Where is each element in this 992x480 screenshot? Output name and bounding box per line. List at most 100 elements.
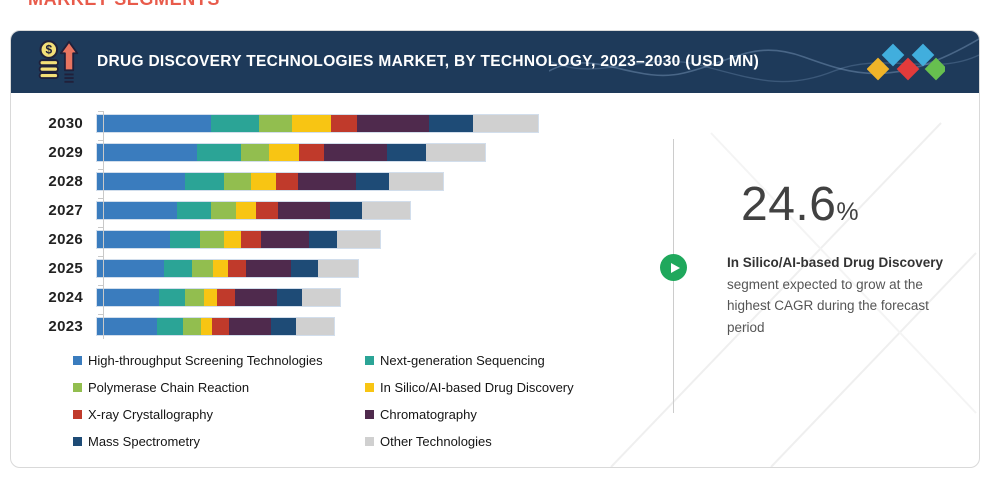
bar-segment	[212, 260, 228, 277]
plot-area	[97, 115, 539, 132]
legend-swatch	[365, 383, 374, 392]
legend-label: Other Technologies	[380, 434, 492, 449]
year-label: 2026	[48, 231, 83, 248]
bar-segment	[228, 318, 271, 335]
bar-segment	[97, 289, 160, 306]
bar-segment	[297, 173, 357, 190]
bar-segment	[268, 144, 299, 161]
chart-legend: High-throughput Screening Technologies Ne…	[73, 351, 645, 451]
legend-swatch	[365, 437, 374, 446]
bar-segment	[472, 115, 539, 132]
bar-segment	[357, 115, 429, 132]
cagr-highlight: 24.6% In Silico/AI-based Drug Discovery …	[727, 177, 977, 338]
bar-segment	[275, 173, 298, 190]
bar-segment	[183, 318, 202, 335]
legend-item: In Silico/AI-based Drug Discovery	[365, 378, 645, 397]
cagr-note: In Silico/AI-based Drug Discovery segmen…	[727, 252, 945, 338]
bar-segment	[234, 289, 277, 306]
chart-row: 2023	[21, 312, 538, 341]
chart-row: 2029	[21, 138, 538, 167]
bar-segment	[290, 260, 318, 277]
infographic-card: $ DRUG DISCOVERY TECHNOLOGIES MARKET, BY…	[10, 30, 980, 468]
card-header: $ DRUG DISCOVERY TECHNOLOGIES MARKET, BY…	[11, 31, 979, 93]
bar-segment	[192, 260, 213, 277]
legend-swatch	[365, 356, 374, 365]
bar-segment	[240, 144, 269, 161]
bar-segment	[276, 289, 302, 306]
bar-segment	[97, 144, 198, 161]
bar-segment	[331, 115, 358, 132]
plot-area	[97, 289, 538, 306]
cagr-note-text: segment expected to grow at the highest …	[727, 276, 929, 335]
bar-segment	[97, 260, 165, 277]
year-label: 2030	[48, 115, 83, 132]
bar-segment	[428, 115, 473, 132]
chart-row: 2030	[21, 109, 539, 138]
plot-area	[97, 260, 538, 277]
stacked-bar	[97, 231, 381, 248]
bar-segment	[97, 231, 171, 248]
legend-label: In Silico/AI-based Drug Discovery	[380, 380, 574, 395]
legend-item: Mass Spectrometry	[73, 432, 365, 451]
bar-segment	[210, 202, 236, 219]
bar-segment	[317, 260, 359, 277]
bar-segment	[240, 231, 261, 248]
legend-label: Chromatography	[380, 407, 477, 422]
bar-segment	[223, 173, 251, 190]
bar-segment	[157, 318, 184, 335]
bar-segment	[185, 289, 205, 306]
play-icon	[670, 262, 680, 273]
chart-row: 2026	[21, 225, 538, 254]
bar-segment	[97, 173, 186, 190]
plot-area	[97, 144, 538, 161]
bar-segment	[245, 260, 291, 277]
bar-segment	[330, 202, 363, 219]
year-label: 2023	[48, 318, 83, 335]
bar-segment	[308, 231, 338, 248]
bar-segment	[426, 144, 485, 161]
stacked-bar	[97, 202, 411, 219]
bar-segment	[270, 318, 296, 335]
year-label: 2028	[48, 173, 83, 190]
legend-swatch	[365, 410, 374, 419]
bar-segment	[210, 115, 259, 132]
plot-area	[97, 173, 538, 190]
legend-item: Chromatography	[365, 405, 645, 424]
plot-area	[97, 202, 538, 219]
year-label: 2029	[48, 144, 83, 161]
bar-segment	[356, 173, 390, 190]
stacked-bar	[97, 173, 443, 190]
bar-segment	[260, 231, 309, 248]
percent-sign: %	[836, 198, 860, 226]
bar-segment	[211, 318, 229, 335]
bar-segment	[185, 173, 224, 190]
bar-segment	[387, 144, 427, 161]
legend-item: Other Technologies	[365, 432, 645, 451]
legend-swatch	[73, 383, 82, 392]
plot-area	[97, 318, 538, 335]
bar-segment	[159, 289, 186, 306]
year-label: 2024	[48, 289, 83, 306]
bar-segment	[164, 260, 193, 277]
chart-row: 2028	[21, 167, 538, 196]
play-button[interactable]	[660, 254, 687, 281]
stacked-bar	[97, 289, 341, 306]
legend-item: Polymerase Chain Reaction	[73, 378, 365, 397]
bar-segment	[298, 144, 325, 161]
legend-label: High-throughput Screening Technologies	[88, 353, 323, 368]
bar-segment	[235, 202, 256, 219]
bar-segment	[200, 231, 224, 248]
cagr-value: 24.6%	[741, 177, 977, 232]
bar-segment	[201, 318, 212, 335]
bar-segment	[337, 231, 381, 248]
bar-segment	[255, 202, 278, 219]
stacked-bar	[97, 318, 335, 335]
bar-segment	[97, 202, 178, 219]
brand-diamonds-logo	[867, 43, 945, 81]
bar-segment	[291, 115, 332, 132]
bar-segment	[216, 289, 235, 306]
legend-label: X-ray Crystallography	[88, 407, 213, 422]
bar-segment	[97, 115, 211, 132]
stacked-bar	[97, 260, 359, 277]
cagr-number: 24.6	[741, 178, 837, 231]
